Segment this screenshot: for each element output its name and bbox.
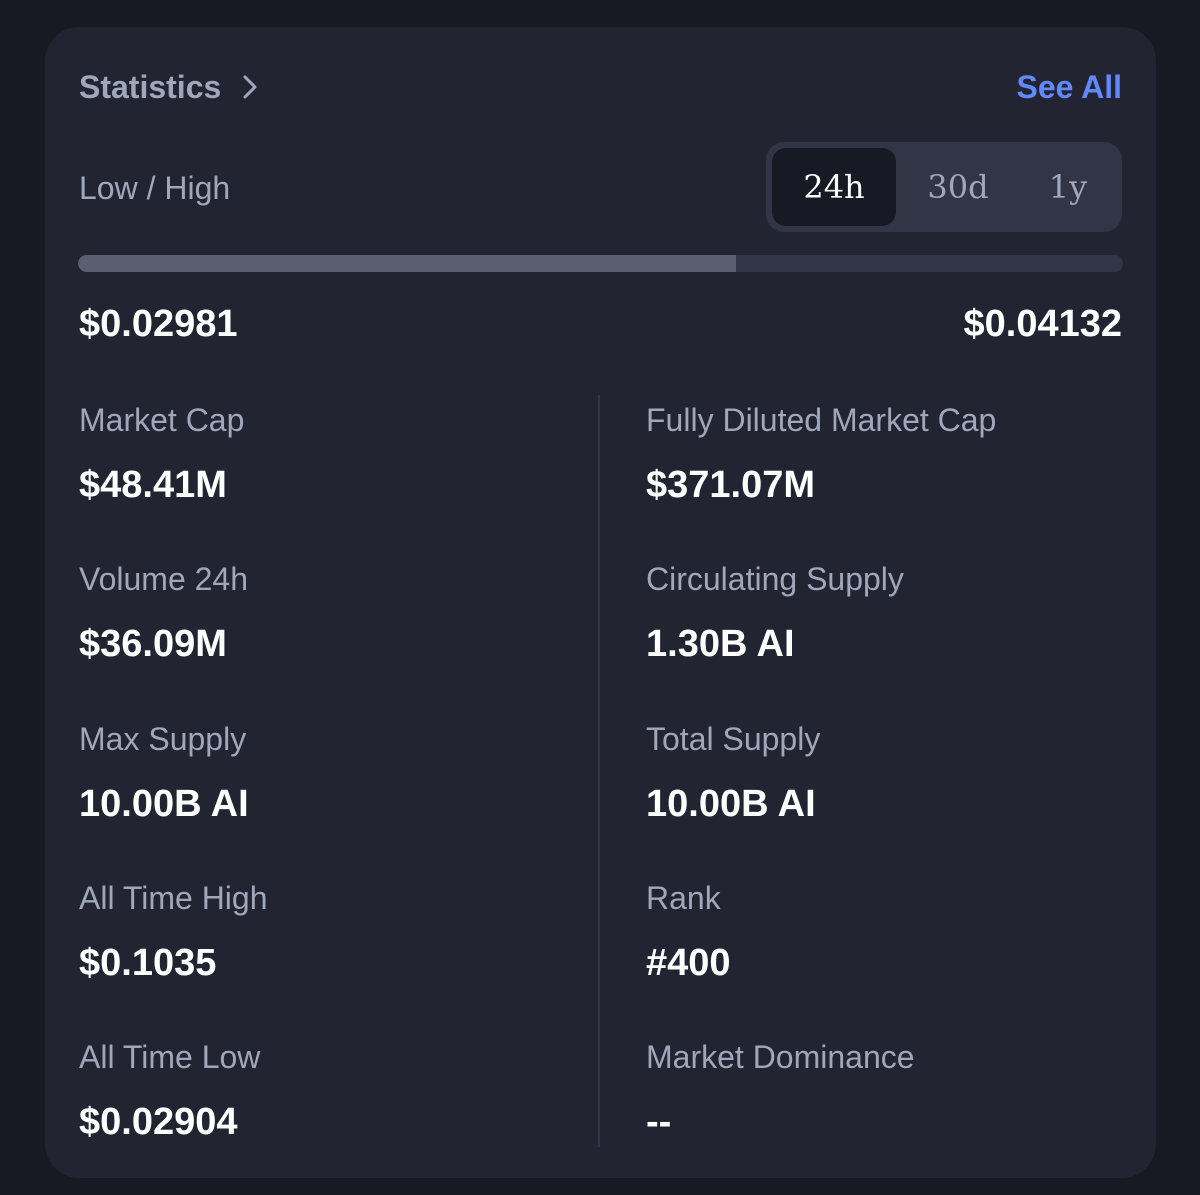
range-bar-fill: [78, 255, 737, 272]
stat-label: Circulating Supply: [646, 561, 904, 597]
stat-value: 1.30B AI: [646, 623, 795, 665]
stat-value: $0.1035: [79, 942, 217, 984]
stat-value: $36.09M: [79, 623, 227, 665]
stat-value: $0.02904: [79, 1101, 238, 1143]
low-high-range-bar: [78, 255, 1123, 272]
stat-market-dominance: Market Dominance --: [646, 1037, 1126, 1145]
stat-market-cap: Market Cap $48.41M: [79, 400, 559, 508]
stat-max-supply: Max Supply 10.00B AI: [79, 719, 559, 827]
column-divider: [598, 395, 600, 1147]
stat-label: Max Supply: [79, 721, 247, 757]
stat-fully-diluted-market-cap: Fully Diluted Market Cap $371.07M: [646, 400, 1126, 508]
stat-value: 10.00B AI: [79, 783, 249, 825]
statistics-header-link[interactable]: Statistics: [79, 67, 257, 107]
stat-rank: Rank #400: [646, 878, 1126, 986]
statistics-card: Statistics See All Low / High 24h 30d 1y…: [45, 27, 1156, 1178]
stat-label: Market Dominance: [646, 1039, 915, 1075]
tab-30d[interactable]: 30d: [927, 168, 989, 206]
stat-all-time-low: All Time Low $0.02904: [79, 1037, 559, 1145]
stat-value: 10.00B AI: [646, 783, 816, 825]
chevron-right-icon: [243, 75, 257, 99]
stat-label: All Time High: [79, 880, 268, 916]
tab-1y[interactable]: 1y: [1048, 168, 1088, 206]
stat-all-time-high: All Time High $0.1035: [79, 878, 559, 986]
see-all-link[interactable]: See All: [1016, 69, 1122, 105]
stat-label: Market Cap: [79, 402, 245, 438]
stat-total-supply: Total Supply 10.00B AI: [646, 719, 1126, 827]
stat-label: Total Supply: [646, 721, 821, 757]
low-price: $0.02981: [79, 303, 238, 345]
stat-label: All Time Low: [79, 1039, 261, 1075]
statistics-title: Statistics: [79, 69, 222, 105]
time-range-selector: 24h 30d 1y: [766, 142, 1122, 232]
low-high-label: Low / High: [79, 170, 231, 206]
stat-label: Volume 24h: [79, 561, 249, 597]
stat-value: #400: [646, 942, 731, 984]
stat-value: --: [646, 1101, 672, 1143]
tab-24h[interactable]: 24h: [772, 148, 896, 226]
high-price: $0.04132: [963, 303, 1123, 345]
stat-value: $371.07M: [646, 464, 816, 506]
stat-value: $48.41M: [79, 464, 227, 506]
stat-label: Fully Diluted Market Cap: [646, 402, 997, 438]
stat-volume-24h: Volume 24h $36.09M: [79, 559, 559, 667]
stat-circulating-supply: Circulating Supply 1.30B AI: [646, 559, 1126, 667]
stat-label: Rank: [646, 880, 721, 916]
